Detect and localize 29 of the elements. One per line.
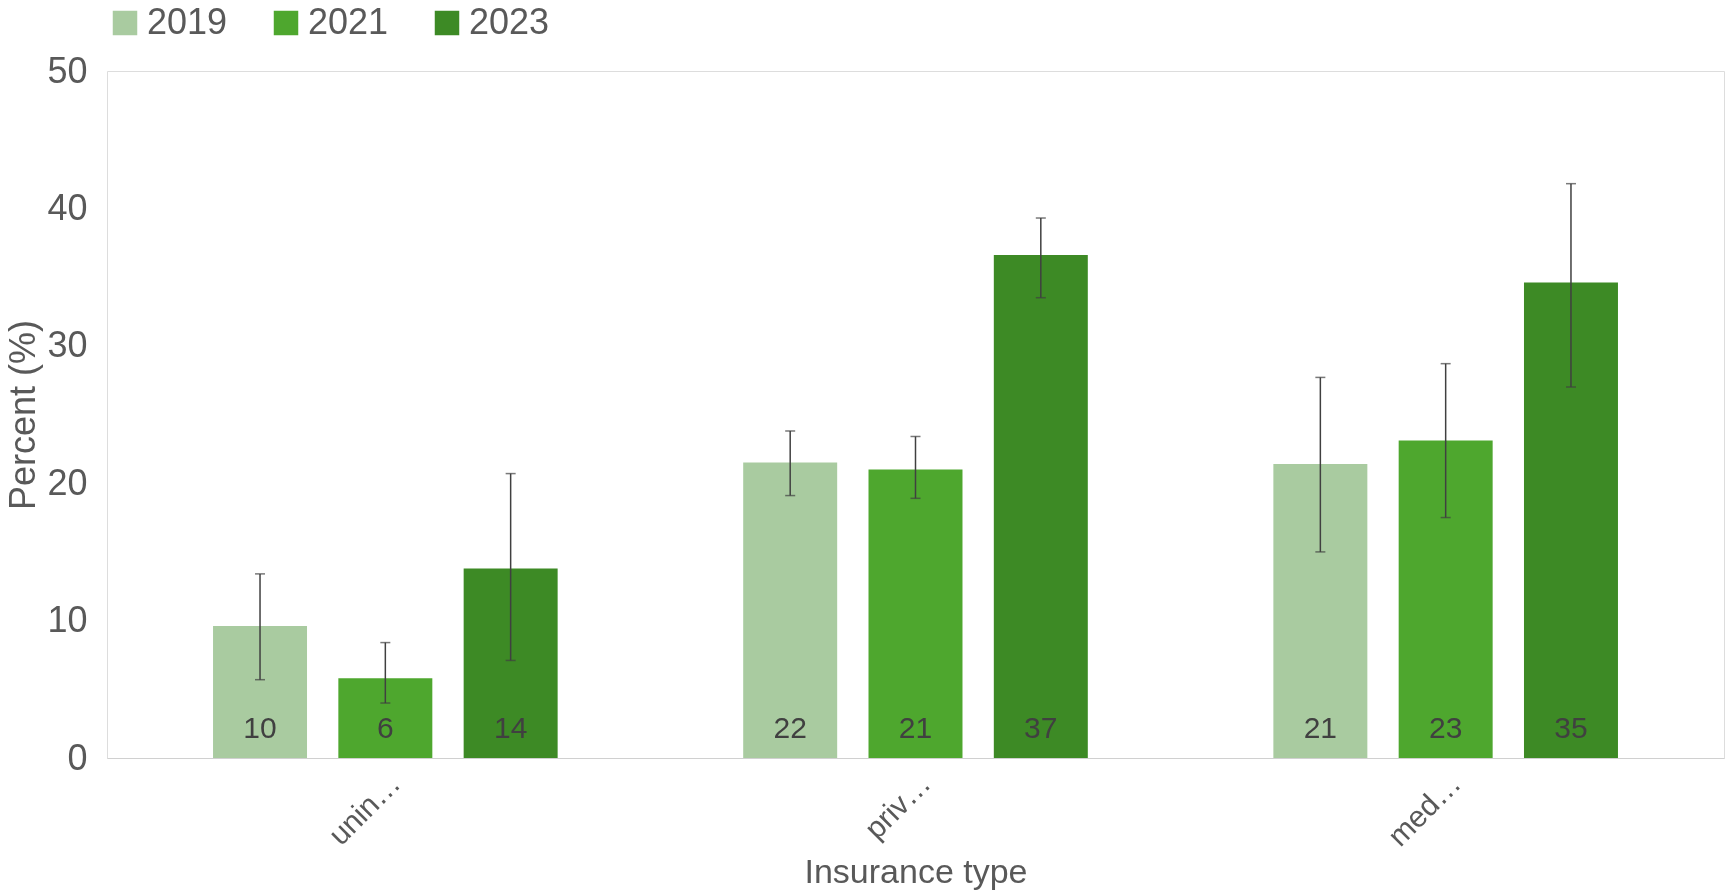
- legend-label: 2021: [308, 1, 389, 42]
- bar: [868, 469, 963, 758]
- data-label: 37: [1024, 711, 1058, 744]
- legend-label: 2023: [469, 1, 550, 42]
- data-label: 21: [1303, 711, 1338, 744]
- bar: [1273, 463, 1368, 758]
- legend-label: 2019: [147, 1, 228, 42]
- y-tick-label: 10: [47, 599, 88, 641]
- bar: [338, 678, 433, 758]
- y-tick-label: 40: [47, 186, 88, 228]
- y-tick-label: 50: [47, 49, 88, 91]
- y-tick-label: 20: [47, 461, 88, 503]
- data-label: 35: [1554, 711, 1588, 744]
- y-axis-title: Percent (%): [2, 319, 44, 511]
- data-label: 10: [243, 711, 277, 744]
- bar: [463, 568, 558, 758]
- bar: [993, 255, 1088, 758]
- bar: [213, 626, 308, 758]
- data-label: 23: [1428, 711, 1463, 744]
- data-label: 22: [773, 711, 807, 744]
- data-label: 6: [376, 711, 394, 744]
- bar: [1398, 440, 1493, 758]
- bar: [743, 462, 838, 758]
- y-tick-label: 0: [67, 736, 88, 778]
- data-label: 14: [493, 711, 528, 744]
- bar: [1523, 282, 1618, 758]
- y-tick-label: 30: [47, 324, 88, 366]
- data-label: 21: [898, 711, 933, 744]
- x-axis-title: Insurance type: [804, 852, 1028, 891]
